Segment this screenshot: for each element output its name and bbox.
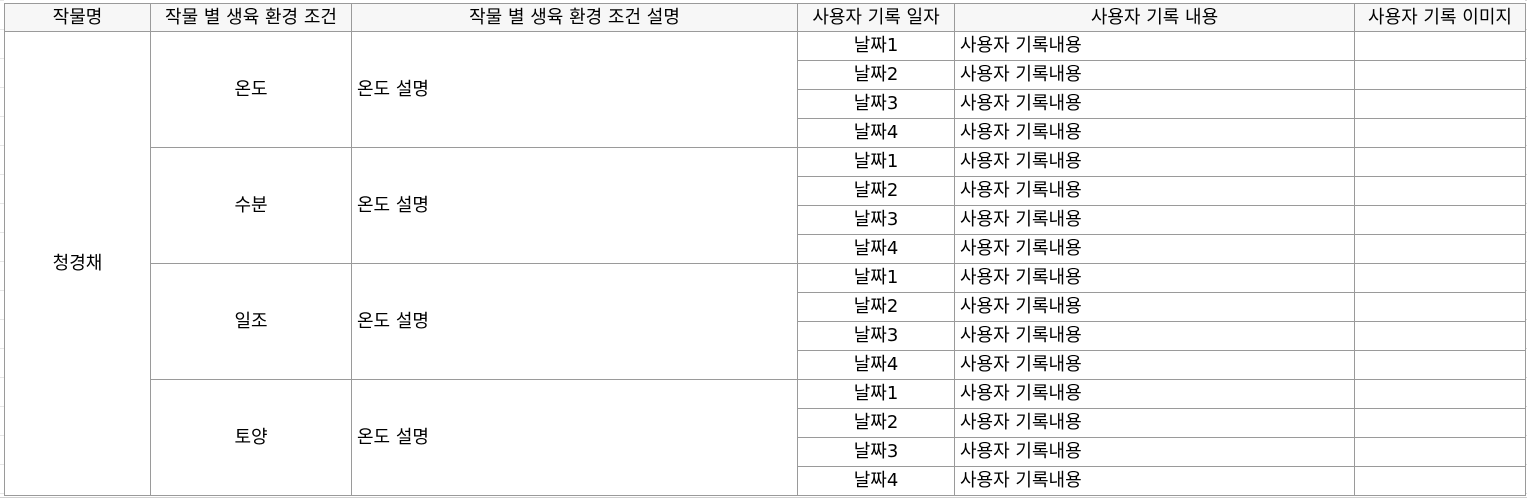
- table-row: 날짜4 사용자 기록내용: [5, 118, 1526, 148]
- table-row: 일조 온도 설명 날짜1 사용자 기록내용: [5, 263, 1526, 380]
- record-content-cell[interactable]: 사용자 기록내용: [954, 176, 1355, 206]
- record-image-cell[interactable]: [1354, 437, 1526, 467]
- header-crop-name[interactable]: 작물명: [4, 3, 151, 32]
- record-image-cell[interactable]: [1354, 292, 1526, 322]
- condition-description-cell[interactable]: 온도 설명: [351, 147, 798, 264]
- crop-name-cell[interactable]: 청경채: [4, 31, 151, 496]
- table-row: 날짜4 사용자 기록내용: [5, 234, 1526, 264]
- record-date-cell[interactable]: 날짜3: [797, 89, 955, 119]
- record-content-cell[interactable]: 사용자 기록내용: [954, 292, 1355, 322]
- header-condition[interactable]: 작물 별 생육 환경 조건: [150, 3, 352, 32]
- record-image-cell[interactable]: [1354, 176, 1526, 206]
- table-row: 날짜4 사용자 기록내용: [5, 350, 1526, 380]
- table-row: 날짜3 사용자 기록내용: [5, 89, 1526, 119]
- record-image-cell[interactable]: [1354, 60, 1526, 90]
- record-date-cell[interactable]: 날짜1: [797, 147, 955, 177]
- record-image-cell[interactable]: [1354, 379, 1526, 409]
- record-content-cell[interactable]: 사용자 기록내용: [954, 118, 1355, 148]
- condition-cell[interactable]: 토양: [150, 379, 352, 496]
- record-image-cell[interactable]: [1354, 31, 1526, 61]
- record-content-cell[interactable]: 사용자 기록내용: [954, 466, 1355, 496]
- header-record-image[interactable]: 사용자 기록 이미지: [1354, 3, 1526, 32]
- sheet-right-edge: [1525, 0, 1527, 501]
- record-image-cell[interactable]: [1354, 263, 1526, 293]
- record-content-cell[interactable]: 사용자 기록내용: [954, 263, 1355, 293]
- record-date-cell[interactable]: 날짜2: [797, 292, 955, 322]
- sheet-bottom-edge: [0, 497, 1527, 501]
- record-date-cell[interactable]: 날짜3: [797, 437, 955, 467]
- record-image-cell[interactable]: [1354, 147, 1526, 177]
- condition-cell[interactable]: 온도: [150, 31, 352, 148]
- record-content-cell[interactable]: 사용자 기록내용: [954, 408, 1355, 438]
- record-content-cell[interactable]: 사용자 기록내용: [954, 31, 1355, 61]
- record-date-cell[interactable]: 날짜1: [797, 263, 955, 293]
- record-date-cell[interactable]: 날짜4: [797, 118, 955, 148]
- record-content-cell[interactable]: 사용자 기록내용: [954, 234, 1355, 264]
- record-date-cell[interactable]: 날짜4: [797, 466, 955, 496]
- header-condition-description[interactable]: 작물 별 생육 환경 조건 설명: [351, 3, 798, 32]
- record-content-cell[interactable]: 사용자 기록내용: [954, 379, 1355, 409]
- record-image-cell[interactable]: [1354, 118, 1526, 148]
- record-content-cell[interactable]: 사용자 기록내용: [954, 350, 1355, 380]
- record-image-cell[interactable]: [1354, 205, 1526, 235]
- record-image-cell[interactable]: [1354, 89, 1526, 119]
- table-row: 날짜2 사용자 기록내용: [5, 292, 1526, 322]
- record-content-cell[interactable]: 사용자 기록내용: [954, 89, 1355, 119]
- record-image-cell[interactable]: [1354, 321, 1526, 351]
- condition-cell[interactable]: 수분: [150, 147, 352, 264]
- condition-description-cell[interactable]: 온도 설명: [351, 263, 798, 380]
- record-date-cell[interactable]: 날짜2: [797, 60, 955, 90]
- record-image-cell[interactable]: [1354, 350, 1526, 380]
- table-row: 날짜3 사용자 기록내용: [5, 321, 1526, 351]
- condition-cell[interactable]: 일조: [150, 263, 352, 380]
- table-row: 청경채 온도 온도 설명 날짜1 사용자 기록내용: [4, 31, 1526, 496]
- record-date-cell[interactable]: 날짜2: [797, 408, 955, 438]
- record-content-cell[interactable]: 사용자 기록내용: [954, 147, 1355, 177]
- record-date-cell[interactable]: 날짜3: [797, 205, 955, 235]
- record-date-cell[interactable]: 날짜1: [797, 31, 955, 61]
- header-record-content[interactable]: 사용자 기록 내용: [954, 3, 1355, 32]
- record-content-cell[interactable]: 사용자 기록내용: [954, 437, 1355, 467]
- record-image-cell[interactable]: [1354, 466, 1526, 496]
- record-content-cell[interactable]: 사용자 기록내용: [954, 60, 1355, 90]
- record-date-cell[interactable]: 날짜4: [797, 234, 955, 264]
- table-row: 날짜4 사용자 기록내용: [5, 466, 1526, 496]
- record-date-cell[interactable]: 날짜1: [797, 379, 955, 409]
- header-row: 작물명 작물 별 생육 환경 조건 작물 별 생육 환경 조건 설명 사용자 기…: [4, 3, 1526, 32]
- record-image-cell[interactable]: [1354, 234, 1526, 264]
- record-date-cell[interactable]: 날짜4: [797, 350, 955, 380]
- condition-description-cell[interactable]: 온도 설명: [351, 379, 798, 496]
- table-row: 토양 온도 설명 날짜1 사용자 기록내용: [5, 379, 1526, 496]
- crop-record-table: 작물명 작물 별 생육 환경 조건 작물 별 생육 환경 조건 설명 사용자 기…: [4, 3, 1526, 496]
- record-content-cell[interactable]: 사용자 기록내용: [954, 321, 1355, 351]
- table-row: 수분 온도 설명 날짜1 사용자 기록내용: [5, 147, 1526, 264]
- record-image-cell[interactable]: [1354, 408, 1526, 438]
- record-date-cell[interactable]: 날짜2: [797, 176, 955, 206]
- table-row: 날짜3 사용자 기록내용: [5, 205, 1526, 235]
- condition-description-cell[interactable]: 온도 설명: [351, 31, 798, 148]
- header-record-date[interactable]: 사용자 기록 일자: [797, 3, 955, 32]
- record-content-cell[interactable]: 사용자 기록내용: [954, 205, 1355, 235]
- sheet-left-edge: [0, 0, 4, 501]
- record-date-cell[interactable]: 날짜3: [797, 321, 955, 351]
